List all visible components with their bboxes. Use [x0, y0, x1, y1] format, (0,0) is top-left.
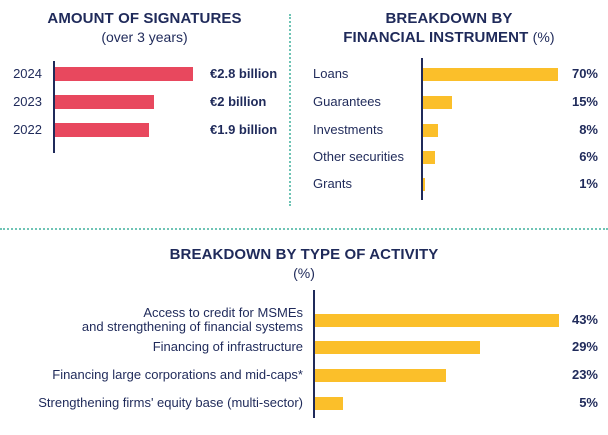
instrument-value-label: 6%	[579, 149, 598, 164]
instrument-title-line2: FINANCIAL INSTRUMENT	[343, 29, 529, 46]
category-label-line: Other securities	[313, 149, 405, 164]
category-label-line: Access to credit for MSMEs	[143, 305, 303, 320]
activity-value-label: 5%	[579, 395, 598, 410]
activity-bar	[315, 340, 480, 354]
instrument-category-label: Grants	[313, 177, 413, 191]
category-label-line: Strengthening firms' equity base (multi-…	[38, 395, 303, 410]
category-label-line: 2022	[13, 122, 42, 137]
category-label-line: Grants	[313, 176, 353, 191]
activity-category-label: Financing of infrastructure	[0, 340, 303, 354]
instrument-value-label: 15%	[571, 94, 598, 109]
activity-value-label: 43%	[571, 312, 598, 327]
instrument-category-label: Loans	[313, 67, 413, 81]
category-label-line: Guarantees	[313, 94, 381, 109]
activity-subtitle: (%)	[293, 265, 315, 281]
signatures-value-label: €2.8 billion	[210, 66, 278, 81]
instrument-unit: (%)	[532, 29, 555, 45]
signatures-bar	[55, 95, 154, 109]
activity-bar	[315, 396, 344, 410]
category-label-line: 2024	[13, 66, 42, 81]
category-label-line: Financing large corporations and mid-cap…	[52, 367, 303, 382]
instrument-category-label: Investments	[313, 123, 413, 137]
activity-bar	[315, 313, 559, 327]
category-label-line: and strengthening of financial systems	[81, 319, 303, 334]
category-label-line: 2023	[13, 94, 42, 109]
instrument-bar	[423, 95, 452, 109]
instrument-title-line2-wrap: FINANCIAL INSTRUMENT (%)	[290, 29, 608, 46]
signatures-value-label: €2 billion	[210, 94, 267, 109]
category-label-line: Loans	[313, 66, 349, 81]
instrument-value-label: 70%	[571, 66, 598, 81]
activity-axis	[313, 290, 315, 418]
signatures-category-label: 2023	[0, 95, 42, 109]
activity-title: BREAKDOWN BY TYPE OF ACTIVITY	[169, 246, 439, 263]
activity-bar	[315, 368, 446, 382]
instrument-bar	[423, 67, 558, 81]
activity-value-label: 23%	[571, 367, 598, 382]
instrument-title-line1: BREAKDOWN BY	[385, 10, 513, 27]
instrument-value-label: 1%	[579, 176, 598, 191]
signatures-value-label: €1.9 billion	[210, 122, 278, 137]
horizontal-divider	[0, 228, 608, 230]
signatures-category-label: 2022	[0, 123, 42, 137]
instrument-axis	[421, 58, 423, 200]
signatures-category-label: 2024	[0, 67, 42, 81]
activity-category-label: Strengthening firms' equity base (multi-…	[0, 396, 303, 410]
instrument-bar	[423, 123, 439, 137]
signatures-bar	[55, 123, 149, 137]
vertical-divider	[289, 14, 291, 206]
instrument-value-label: 8%	[579, 122, 598, 137]
activity-category-label: Financing large corporations and mid-cap…	[0, 368, 303, 382]
instrument-category-label: Other securities	[313, 150, 413, 164]
category-label-line: Financing of infrastructure	[152, 339, 303, 354]
instrument-bar	[423, 150, 435, 164]
instrument-category-label: Guarantees	[313, 95, 413, 109]
signatures-title: AMOUNT OF SIGNATURES	[47, 10, 242, 27]
activity-category-label: Access to credit for MSMEs and strengthen…	[0, 306, 303, 334]
signatures-bar	[55, 67, 194, 81]
instrument-bar	[423, 177, 425, 191]
activity-value-label: 29%	[571, 339, 598, 354]
category-label-line: Investments	[313, 122, 384, 137]
signatures-subtitle: (over 3 years)	[101, 29, 188, 45]
signatures-axis	[53, 61, 55, 153]
